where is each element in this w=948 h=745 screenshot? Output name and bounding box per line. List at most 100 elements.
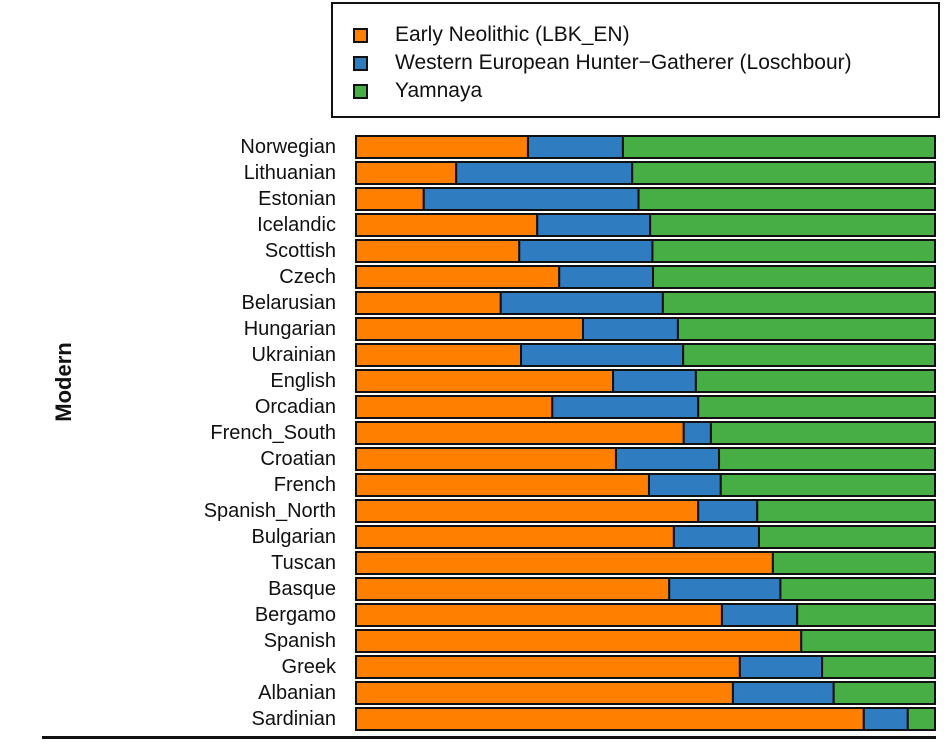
bar-segment-icelandic-hunter-gatherer — [536, 213, 652, 237]
legend-item-yamnaya: Yamnaya — [353, 78, 482, 104]
legend: Early Neolithic (LBK_EN) Western Europea… — [331, 2, 940, 118]
bar-segment-french-south-yamnaya — [709, 421, 936, 445]
bar-segment-croatian-early-neolithic — [355, 447, 617, 471]
legend-item-hunter-gatherer: Western European Hunter−Gatherer (Loschb… — [353, 50, 852, 76]
bar-segment-french-early-neolithic — [355, 473, 650, 497]
bar-segment-french-yamnaya — [719, 473, 937, 497]
bar-segment-spanish-north-early-neolithic — [355, 499, 700, 523]
bar-segment-greek-yamnaya — [821, 655, 936, 679]
bar-segment-lithuanian-yamnaya — [631, 161, 936, 185]
category-label-scottish: Scottish — [264, 240, 336, 262]
bar-segment-orcadian-hunter-gatherer — [551, 395, 700, 419]
bar-segment-lithuanian-early-neolithic — [355, 161, 458, 185]
bar-segment-orcadian-early-neolithic — [355, 395, 554, 419]
bar-segment-lithuanian-hunter-gatherer — [455, 161, 634, 185]
bar-segment-norwegian-yamnaya — [621, 135, 936, 159]
category-label-icelandic: Icelandic — [257, 214, 336, 236]
bar-segment-tuscan-early-neolithic — [355, 551, 774, 575]
bar-segment-greek-hunter-gatherer — [738, 655, 824, 679]
bar-segment-bulgarian-hunter-gatherer — [672, 525, 760, 549]
category-label-bulgarian: Bulgarian — [251, 526, 336, 548]
category-label-estonian: Estonian — [258, 188, 336, 210]
bar-segment-french-south-early-neolithic — [355, 421, 685, 445]
bar-segment-sardinian-early-neolithic — [355, 707, 865, 731]
bar-segment-french-south-hunter-gatherer — [682, 421, 712, 445]
bar-segment-estonian-hunter-gatherer — [422, 187, 640, 211]
legend-label-yamnaya: Yamnaya — [395, 79, 483, 102]
bar-segment-estonian-early-neolithic — [355, 187, 425, 211]
bar-segment-spanish-yamnaya — [800, 629, 936, 653]
bar-segment-hungarian-yamnaya — [676, 317, 936, 341]
legend-item-early-neolithic: Early Neolithic (LBK_EN) — [353, 22, 630, 48]
bar-segment-ukrainian-yamnaya — [682, 343, 937, 367]
bar-segment-norwegian-hunter-gatherer — [526, 135, 624, 159]
bar-segment-albanian-hunter-gatherer — [731, 681, 835, 705]
category-label-greek: Greek — [281, 656, 336, 678]
bar-segment-english-yamnaya — [694, 369, 936, 393]
category-label-tuscan: Tuscan — [271, 552, 336, 574]
category-label-english: English — [270, 370, 336, 392]
category-label-belarusian: Belarusian — [241, 292, 336, 314]
bar-segment-albanian-yamnaya — [832, 681, 936, 705]
bar-segment-icelandic-yamnaya — [649, 213, 937, 237]
bar-segment-greek-early-neolithic — [355, 655, 741, 679]
bar-segment-croatian-yamnaya — [718, 447, 937, 471]
bar-segment-basque-hunter-gatherer — [668, 577, 782, 601]
bar-segment-tuscan-yamnaya — [771, 551, 936, 575]
bar-segment-sardinian-hunter-gatherer — [862, 707, 909, 731]
bar-segment-belarusian-yamnaya — [661, 291, 936, 315]
bar-segment-icelandic-early-neolithic — [355, 213, 539, 237]
bar-segment-bergamo-hunter-gatherer — [720, 603, 799, 627]
bar-segment-spanish-early-neolithic — [355, 629, 803, 653]
legend-label-early-neolithic: Early Neolithic (LBK_EN) — [395, 23, 630, 46]
bar-segment-bergamo-early-neolithic — [355, 603, 723, 627]
category-label-basque: Basque — [268, 578, 336, 600]
bar-segment-scottish-early-neolithic — [355, 239, 521, 263]
bar-segment-hungarian-hunter-gatherer — [581, 317, 679, 341]
bar-segment-orcadian-yamnaya — [697, 395, 937, 419]
bar-segment-ukrainian-hunter-gatherer — [520, 343, 685, 367]
category-label-bergamo: Bergamo — [254, 604, 336, 626]
category-label-ukrainian: Ukrainian — [251, 344, 336, 366]
bar-segment-ukrainian-early-neolithic — [355, 343, 523, 367]
category-label-french-south: French_South — [210, 422, 336, 444]
bar-segment-french-hunter-gatherer — [647, 473, 722, 497]
bar-segment-english-early-neolithic — [355, 369, 615, 393]
bar-segment-czech-early-neolithic — [355, 265, 561, 289]
bar-segment-czech-hunter-gatherer — [558, 265, 655, 289]
legend-swatch-yamnaya — [353, 83, 368, 99]
bar-segment-croatian-hunter-gatherer — [614, 447, 721, 471]
legend-swatch-hunter-gatherer — [353, 55, 368, 71]
legend-swatch-early-neolithic — [353, 27, 368, 43]
bar-segment-bulgarian-yamnaya — [757, 525, 937, 549]
bar-segment-czech-yamnaya — [652, 265, 936, 289]
bar-segment-basque-yamnaya — [779, 577, 936, 601]
bar-segment-belarusian-hunter-gatherer — [499, 291, 664, 315]
category-label-albanian: Albanian — [258, 682, 336, 704]
legend-label-hunter-gatherer: Western European Hunter−Gatherer (Loschb… — [395, 51, 852, 74]
bar-segment-spanish-north-yamnaya — [756, 499, 937, 523]
category-label-french: French — [273, 474, 336, 496]
category-label-hungarian: Hungarian — [243, 318, 336, 340]
bar-segment-english-hunter-gatherer — [612, 369, 697, 393]
bar-segment-basque-early-neolithic — [355, 577, 671, 601]
category-label-lithuanian: Lithuanian — [243, 162, 336, 184]
bar-segment-spanish-north-hunter-gatherer — [697, 499, 759, 523]
bar-segment-albanian-early-neolithic — [355, 681, 734, 705]
bar-segment-bergamo-yamnaya — [796, 603, 936, 627]
bar-segment-hungarian-early-neolithic — [355, 317, 584, 341]
bar-segment-bulgarian-early-neolithic — [355, 525, 675, 549]
category-label-sardinian: Sardinian — [251, 708, 336, 730]
bar-segment-sardinian-yamnaya — [906, 707, 936, 731]
bar-segment-norwegian-early-neolithic — [355, 135, 529, 159]
bar-segment-belarusian-early-neolithic — [355, 291, 502, 315]
bar-segment-estonian-yamnaya — [637, 187, 936, 211]
category-label-spanish-north: Spanish_North — [203, 500, 336, 522]
bar-segment-scottish-hunter-gatherer — [518, 239, 654, 263]
category-label-spanish: Spanish — [263, 630, 336, 652]
category-label-norwegian: Norwegian — [240, 136, 336, 158]
category-label-orcadian: Orcadian — [254, 396, 336, 418]
category-label-croatian: Croatian — [260, 448, 336, 470]
